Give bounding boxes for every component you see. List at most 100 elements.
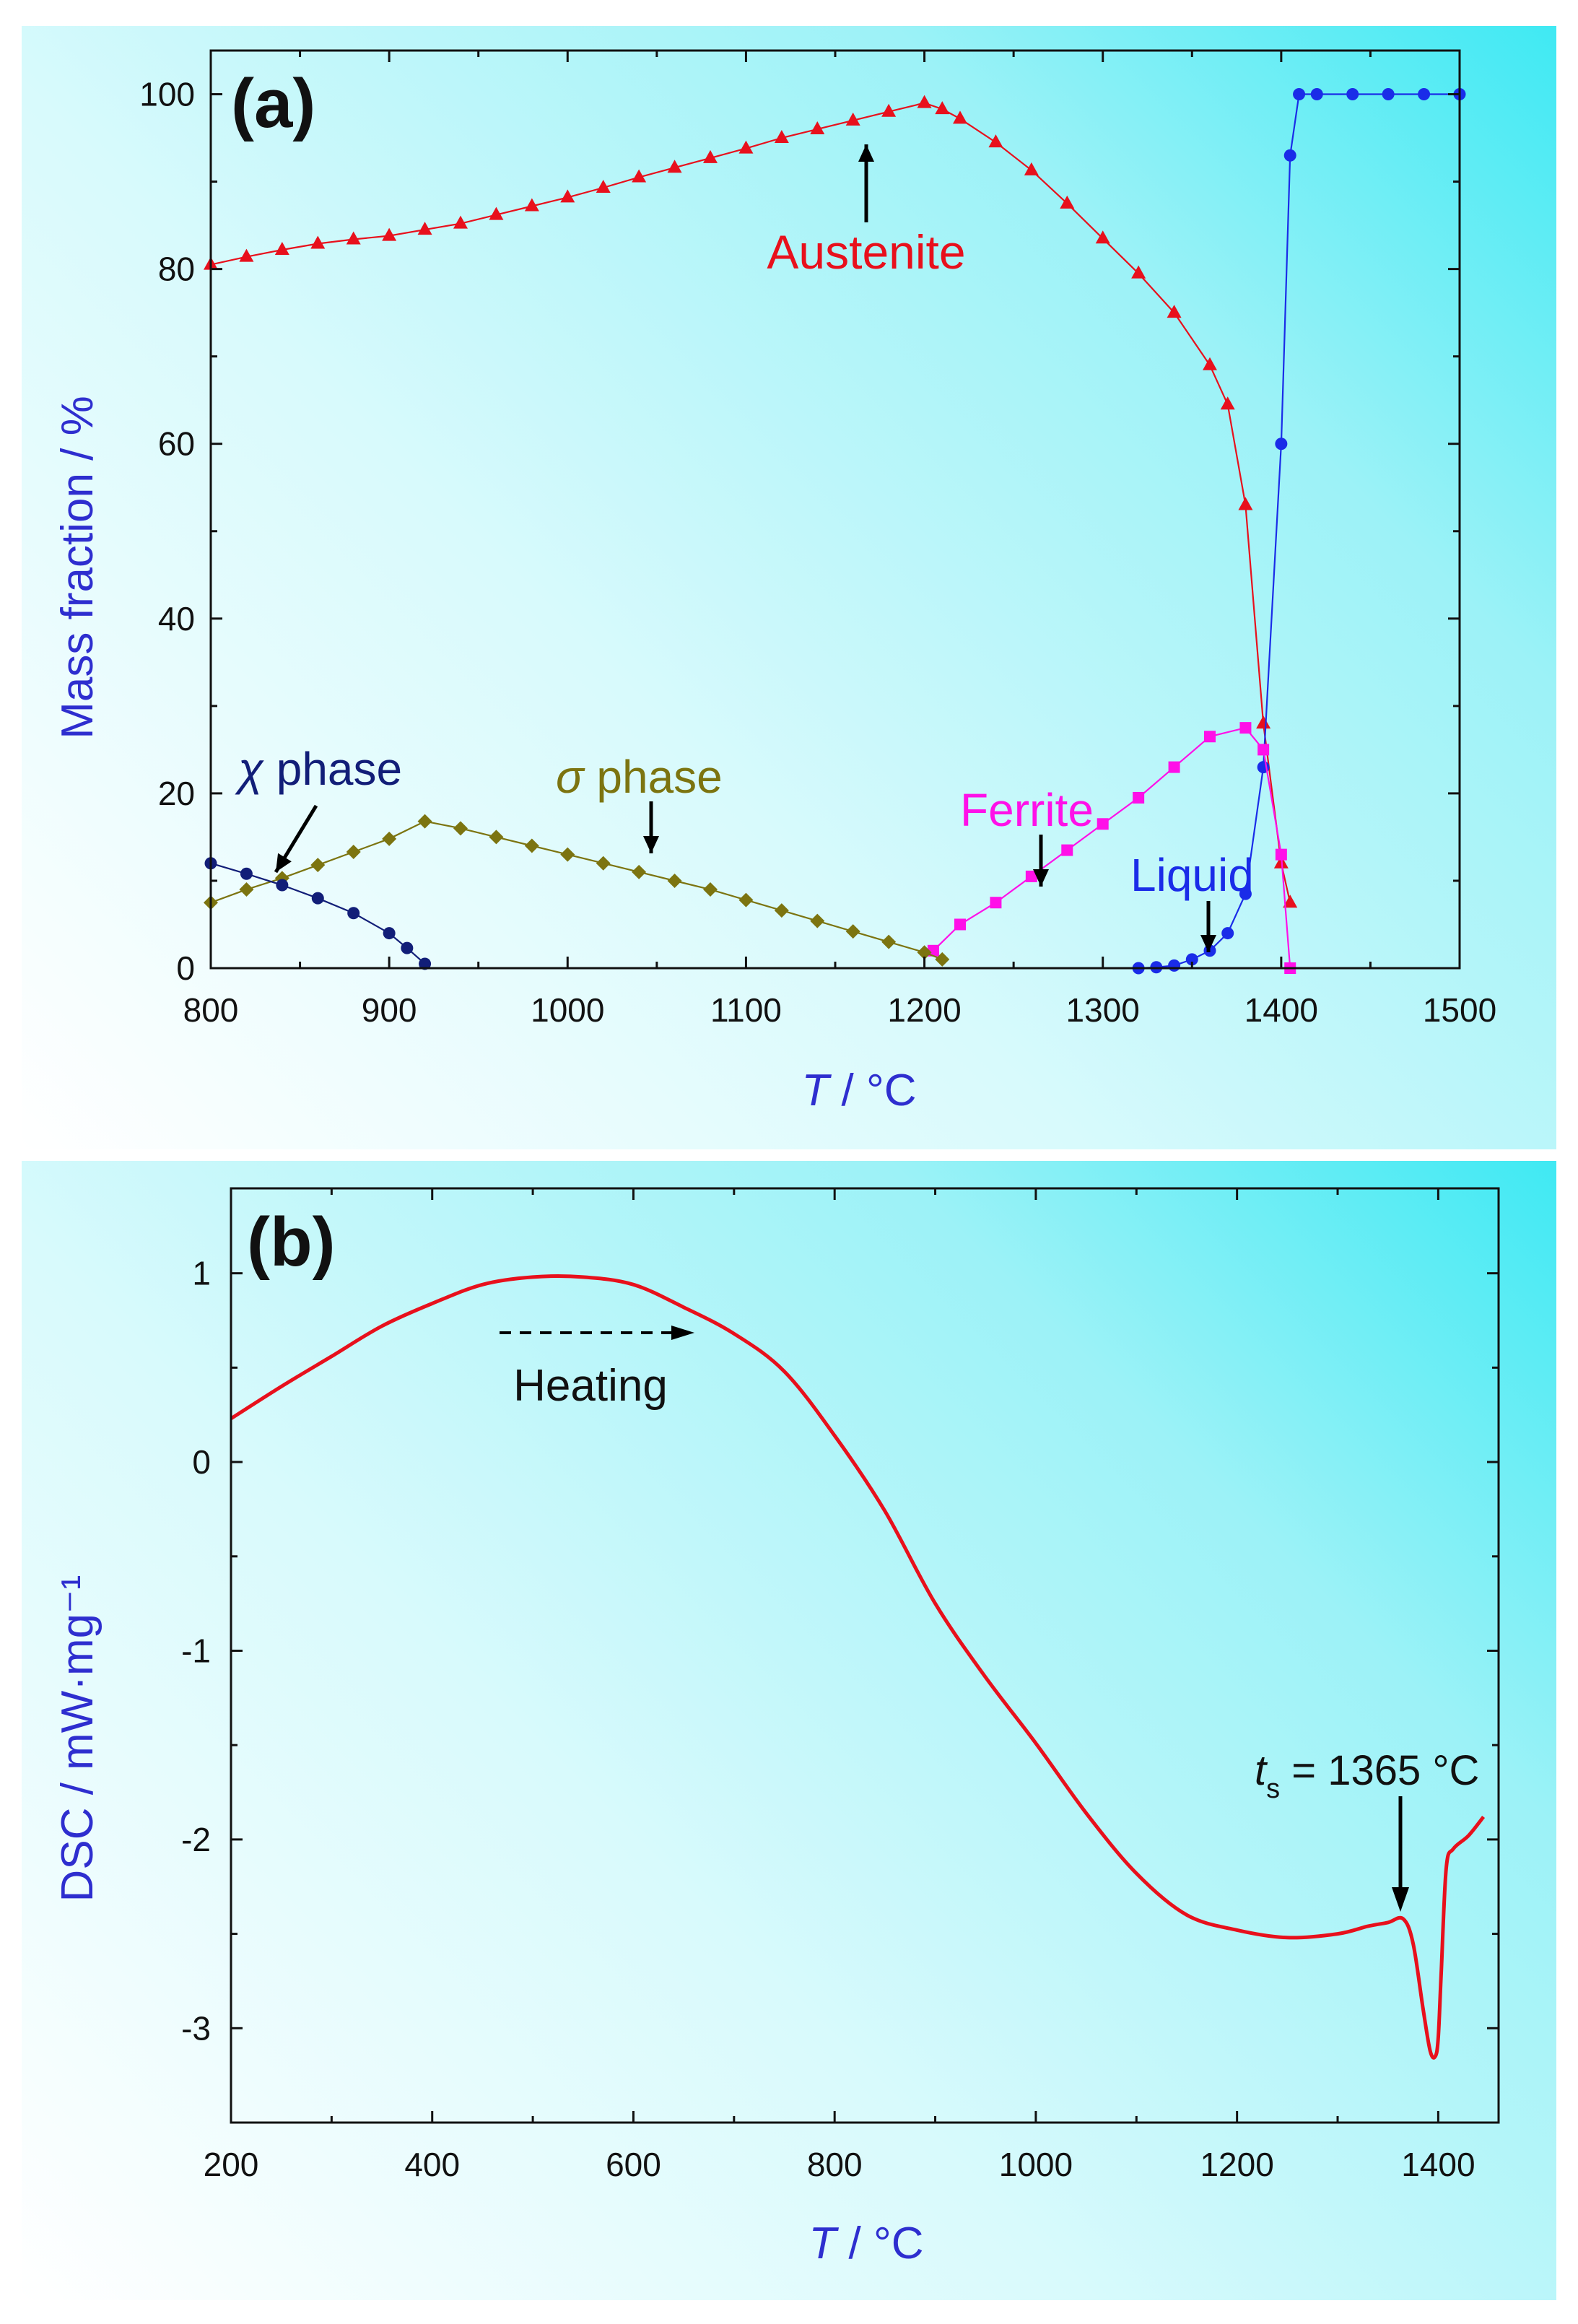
data-point-chi bbox=[383, 927, 396, 940]
data-point-sigma bbox=[810, 913, 825, 928]
label-ferrite: Ferrite bbox=[960, 784, 1094, 836]
data-point-sigma bbox=[489, 830, 504, 845]
data-point-ferrite bbox=[1168, 761, 1180, 773]
x-tick-label-a: 800 bbox=[183, 991, 239, 1029]
panel-a: 800 900 1000 1100 1200 1300 1400 1500 0 20 40 60 80 1… bbox=[22, 26, 1556, 1149]
data-point-austenite bbox=[1220, 396, 1235, 410]
data-point-sigma bbox=[417, 814, 432, 829]
y-tick-label-b: 0 bbox=[192, 1443, 211, 1481]
data-point-austenite bbox=[953, 110, 967, 124]
x-tick-label-a: 1100 bbox=[710, 991, 782, 1029]
data-point-austenite bbox=[560, 189, 575, 203]
heating-arrow-head bbox=[671, 1326, 694, 1340]
plot-frame-b bbox=[230, 1187, 1500, 2124]
x-tick-label-b: 1400 bbox=[1401, 2146, 1475, 2183]
data-point-austenite bbox=[310, 235, 326, 249]
x-tick-label-a: 1200 bbox=[887, 991, 961, 1029]
chart-b: 200 400 600 800 1000 1200 1400 1 0 -1 -2 -3 Heating… bbox=[53, 1187, 1500, 2268]
chart-a: 800 900 1000 1100 1200 1300 1400 1500 0 20 40 60 80 1… bbox=[53, 49, 1496, 1115]
data-point-sigma bbox=[346, 845, 361, 860]
y-tick-label-a: 60 bbox=[158, 425, 195, 463]
data-point-sigma bbox=[524, 838, 539, 853]
label-solidus: ts = 1365 °C bbox=[1255, 1747, 1479, 1804]
x-axis-title-a: T / °C bbox=[801, 1066, 916, 1115]
data-point-sigma bbox=[703, 882, 718, 897]
label-liquid: Liquid bbox=[1130, 849, 1254, 901]
data-point-ferrite bbox=[1257, 744, 1270, 756]
data-point-sigma bbox=[774, 903, 789, 918]
chart-a-annotations: Austenite χ phase σ phase Ferrite Liquid bbox=[235, 144, 1254, 952]
data-point-austenite bbox=[1167, 305, 1182, 318]
x-tick-label-b: 400 bbox=[404, 2146, 460, 2183]
data-point-austenite bbox=[738, 140, 754, 154]
arrow-austenite-head bbox=[858, 144, 874, 162]
y-tick-label-b: 1 bbox=[192, 1255, 211, 1292]
data-point-ferrite bbox=[954, 918, 966, 931]
data-point-sigma bbox=[935, 952, 950, 967]
chart-a-ticks: 800 900 1000 1100 1200 1300 1400 1500 0 20 40 60 80 1… bbox=[139, 49, 1496, 1029]
data-point-liquid bbox=[1418, 88, 1431, 101]
chart-b-ticks: 200 400 600 800 1000 1200 1400 1 0 -1 -2 -3 bbox=[181, 1187, 1500, 2183]
x-tick-label-b: 1200 bbox=[1200, 2146, 1273, 2183]
data-point-sigma bbox=[596, 856, 611, 871]
data-point-liquid bbox=[1221, 927, 1234, 940]
data-point-sigma bbox=[382, 831, 397, 846]
data-point-austenite bbox=[417, 222, 432, 235]
y-tick-label-a: 0 bbox=[176, 949, 195, 987]
data-point-sigma bbox=[845, 924, 860, 939]
data-point-sigma bbox=[667, 873, 682, 888]
data-point-liquid bbox=[1293, 88, 1306, 101]
x-tick-label-b: 1000 bbox=[999, 2146, 1073, 2183]
data-point-chi bbox=[311, 892, 324, 905]
data-point-ferrite bbox=[1239, 722, 1252, 734]
data-point-austenite bbox=[1095, 230, 1110, 244]
x-tick-label-a: 1300 bbox=[1066, 991, 1140, 1029]
data-point-liquid bbox=[1382, 88, 1395, 101]
y-tick-label-b: -2 bbox=[181, 1821, 211, 1858]
series-line-liquid bbox=[1138, 93, 1460, 970]
data-point-ferrite bbox=[1061, 844, 1073, 856]
data-point-ferrite bbox=[990, 897, 1002, 909]
data-point-austenite bbox=[1203, 357, 1217, 370]
data-point-sigma bbox=[453, 821, 468, 836]
y-tick-label-a: 40 bbox=[158, 600, 195, 637]
data-point-liquid bbox=[1283, 149, 1296, 162]
chart-b-series bbox=[230, 1274, 1486, 2060]
data-point-ferrite bbox=[1133, 791, 1145, 804]
data-point-sigma bbox=[738, 892, 754, 908]
y-tick-label-a: 20 bbox=[158, 775, 195, 812]
data-point-austenite bbox=[1060, 195, 1075, 209]
series-line-ferrite bbox=[933, 726, 1291, 969]
data-point-austenite bbox=[596, 180, 611, 193]
x-tick-label-a: 900 bbox=[362, 991, 417, 1029]
arrow-solidus-head bbox=[1392, 1887, 1409, 1912]
data-point-liquid bbox=[1275, 438, 1288, 451]
data-point-austenite bbox=[1131, 265, 1146, 279]
data-point-ferrite bbox=[1275, 848, 1287, 861]
data-point-austenite bbox=[453, 215, 468, 229]
data-point-austenite bbox=[1256, 715, 1271, 729]
chart-b-annotations: Heating ts = 1365 °C bbox=[500, 1326, 1479, 1912]
data-point-liquid bbox=[1310, 88, 1323, 101]
data-point-austenite bbox=[881, 103, 897, 117]
data-point-austenite bbox=[703, 149, 718, 163]
data-point-sigma bbox=[310, 858, 326, 873]
label-austenite: Austenite bbox=[767, 225, 965, 279]
data-point-austenite bbox=[382, 227, 397, 241]
label-heating: Heating bbox=[513, 1361, 668, 1411]
dsc-curve bbox=[230, 1274, 1486, 2060]
data-point-ferrite bbox=[1204, 731, 1216, 743]
panel-a-label: (a) bbox=[231, 65, 315, 142]
data-point-austenite bbox=[810, 121, 825, 134]
data-point-chi bbox=[240, 867, 253, 880]
arrow-sigma-head bbox=[643, 836, 659, 853]
data-point-sigma bbox=[917, 945, 932, 960]
data-point-austenite bbox=[1283, 895, 1298, 908]
data-point-austenite bbox=[774, 130, 789, 144]
data-point-ferrite bbox=[1097, 818, 1109, 830]
data-point-austenite bbox=[1238, 497, 1253, 510]
data-point-ferrite bbox=[1025, 870, 1037, 882]
y-axis-title-a: Mass fraction / % bbox=[53, 396, 103, 739]
data-point-sigma bbox=[239, 882, 254, 897]
data-point-austenite bbox=[489, 206, 504, 220]
